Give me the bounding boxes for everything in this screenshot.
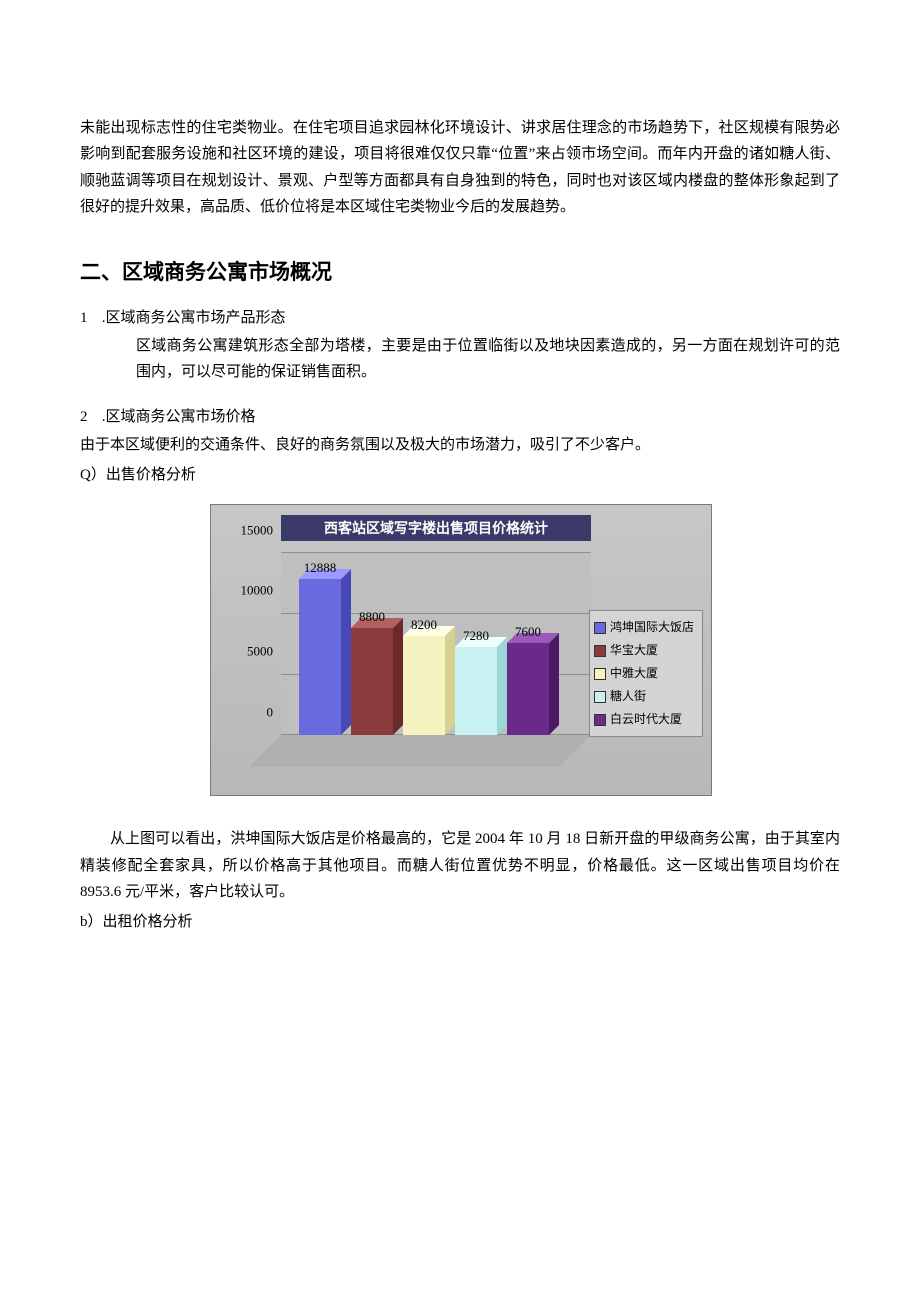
bar-side-face: [549, 633, 559, 735]
chart-bars-group: 128888800820072807600: [291, 553, 581, 735]
legend-label: 白云时代大厦: [610, 709, 682, 730]
legend-swatch: [594, 622, 606, 634]
chart-legend: 鸿坤国际大饭店华宝大厦中雅大厦糖人街白云时代大厦: [589, 610, 703, 737]
item-2-number: 2: [80, 404, 98, 430]
bar-value-label: 7280: [463, 625, 489, 648]
legend-label: 华宝大厦: [610, 640, 658, 661]
chart-bar: 7280: [455, 647, 497, 735]
chart-floor: [249, 735, 591, 767]
legend-item: 糖人街: [594, 686, 698, 707]
intro-paragraph: 未能出现标志性的住宅类物业。在住宅项目追求园林化环境设计、讲求居住理念的市场趋势…: [80, 115, 840, 220]
item-2-heading: 2 .区域商务公寓市场价格: [80, 404, 840, 430]
chart-bar: 8800: [351, 628, 393, 735]
y-tick-label: 10000: [219, 580, 273, 603]
chart-bar: 12888: [299, 579, 341, 735]
chart-bar: 8200: [403, 636, 445, 735]
after-chart-paragraph: 从上图可以看出，洪坤国际大饭店是价格最高的，它是 2004 年 10 月 18 …: [80, 826, 840, 905]
chart-y-axis: 150001000050000: [219, 553, 277, 767]
item-2-body: 由于本区域便利的交通条件、良好的商务氛围以及极大的市场潜力，吸引了不少客户。: [80, 432, 840, 458]
y-tick-label: 5000: [219, 640, 273, 663]
y-tick-label: 15000: [219, 519, 273, 542]
bar-side-face: [341, 569, 351, 735]
item-1-heading: 1 .区域商务公寓市场产品形态: [80, 305, 840, 331]
legend-swatch: [594, 645, 606, 657]
y-tick-label: 0: [219, 701, 273, 724]
legend-item: 鸿坤国际大饭店: [594, 617, 698, 638]
legend-swatch: [594, 714, 606, 726]
legend-item: 中雅大厦: [594, 663, 698, 684]
item-2-title: .区域商务公寓市场价格: [102, 409, 256, 425]
bar-side-face: [497, 637, 507, 735]
bar-front-face: [403, 636, 445, 735]
item-1-title: .区域商务公寓市场产品形态: [102, 310, 286, 326]
legend-item: 白云时代大厦: [594, 709, 698, 730]
bar-value-label: 8200: [411, 614, 437, 637]
bar-front-face: [299, 579, 341, 735]
legend-label: 鸿坤国际大饭店: [610, 617, 694, 638]
legend-label: 糖人街: [610, 686, 646, 707]
bar-value-label: 8800: [359, 606, 385, 629]
legend-swatch: [594, 668, 606, 680]
legend-swatch: [594, 691, 606, 703]
section-2-title: 二、区域商务公寓市场概况: [80, 254, 840, 291]
bar-front-face: [455, 647, 497, 735]
legend-label: 中雅大厦: [610, 663, 658, 684]
bar-front-face: [507, 643, 549, 735]
bar-value-label: 12888: [304, 557, 337, 580]
chart-title: 西客站区域写字楼出售项目价格统计: [281, 515, 591, 541]
price-chart-container: 西客站区域写字楼出售项目价格统计 150001000050000 1288888…: [210, 504, 710, 796]
bar-side-face: [445, 626, 455, 735]
item-1-number: 1: [80, 305, 98, 331]
b-label: b）出租价格分析: [80, 909, 840, 935]
chart-bar: 7600: [507, 643, 549, 735]
price-bar-chart: 西客站区域写字楼出售项目价格统计 150001000050000 1288888…: [210, 504, 712, 796]
q-label: Q）出售价格分析: [80, 462, 840, 488]
bar-front-face: [351, 628, 393, 735]
legend-item: 华宝大厦: [594, 640, 698, 661]
item-1-body: 区域商务公寓建筑形态全部为塔楼，主要是由于位置临街以及地块因素造成的，另一方面在…: [136, 333, 840, 386]
bar-value-label: 7600: [515, 621, 541, 644]
chart-plot-area: 128888800820072807600: [281, 553, 591, 767]
